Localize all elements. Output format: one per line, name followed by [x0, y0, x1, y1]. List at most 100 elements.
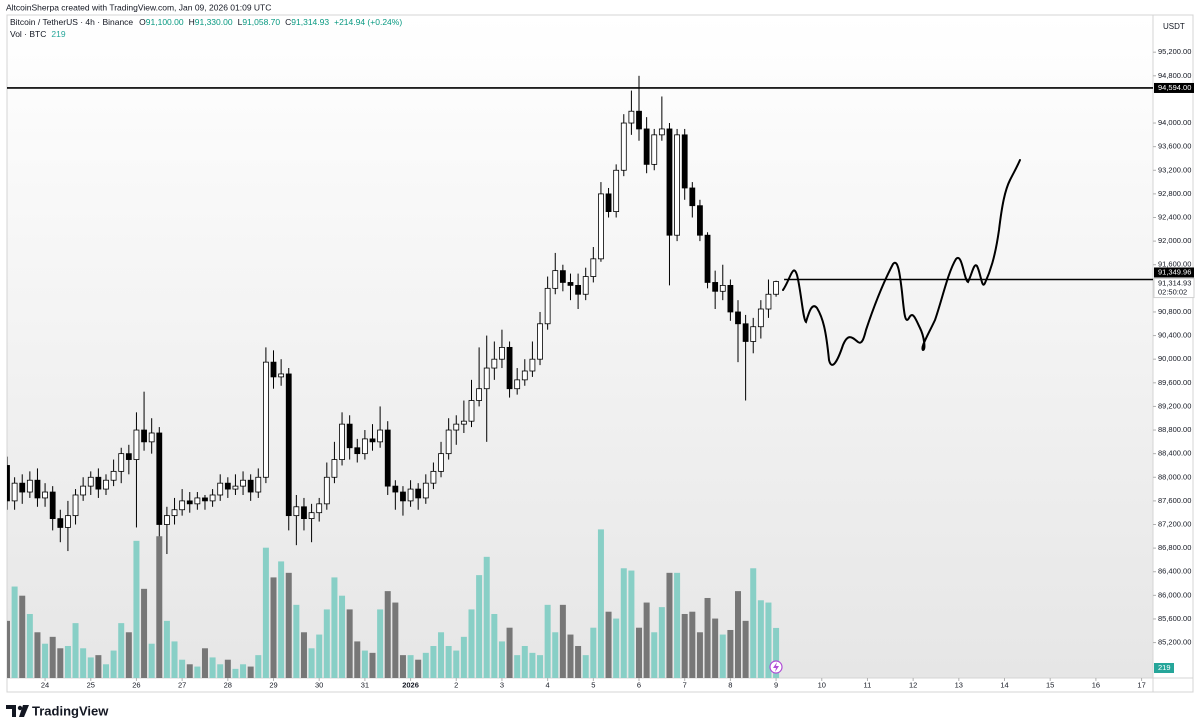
- volume-bar: [361, 650, 368, 678]
- y-tick-label: 93,600.00: [1158, 142, 1191, 151]
- volume-layer: [7, 529, 780, 678]
- currency: USDT: [1163, 22, 1185, 31]
- candle-body: [537, 323, 543, 360]
- x-tick-label: 28: [224, 680, 232, 689]
- y-tick-label: 88,800.00: [1158, 425, 1191, 434]
- footer-logo: TradingView: [6, 703, 109, 718]
- volume-bar: [26, 613, 33, 678]
- candle-body: [605, 193, 612, 212]
- logo-mark: [6, 705, 16, 717]
- volume-bar: [316, 634, 323, 678]
- volume-bar: [750, 568, 757, 678]
- candle-body: [7, 465, 10, 502]
- candle-body: [491, 358, 498, 369]
- candle-body: [72, 494, 79, 517]
- volume-bar: [597, 529, 604, 678]
- y-tick-label: 86,000.00: [1158, 590, 1191, 599]
- y-tick-label: 88,000.00: [1158, 472, 1191, 481]
- candle-body: [202, 497, 208, 502]
- volume-axis-box: [1154, 663, 1174, 673]
- volume-bar: [613, 618, 620, 678]
- volume-bar: [727, 629, 734, 678]
- plot-background: [7, 15, 1153, 678]
- candle-body: [552, 270, 559, 289]
- x-tick-label: 14: [1000, 680, 1008, 689]
- candle-body: [247, 479, 254, 493]
- candle-body: [704, 234, 711, 283]
- candle-body: [689, 187, 696, 207]
- candle-body: [118, 453, 125, 472]
- volume-bar: [118, 623, 125, 678]
- volume-bar: [125, 632, 132, 678]
- candle-body: [262, 361, 269, 478]
- volume-bar: [773, 627, 780, 678]
- candle-body: [735, 311, 741, 325]
- x-tick-label: 27: [178, 680, 186, 689]
- candle-body: [323, 476, 330, 505]
- candle-body: [590, 258, 597, 277]
- candle-body: [65, 515, 71, 528]
- volume-bar: [430, 645, 437, 678]
- candle-body: [285, 373, 292, 517]
- candle-body: [681, 134, 688, 189]
- volume-bar: [681, 613, 688, 678]
- x-tick-label: 2: [454, 680, 458, 689]
- volume-bar: [765, 602, 772, 678]
- volume-bar: [285, 572, 292, 678]
- y-tick-label: 87,200.00: [1158, 519, 1191, 528]
- volume-bar: [7, 620, 10, 678]
- y-tick-label: 92,800.00: [1158, 189, 1191, 198]
- candle-body: [651, 134, 658, 165]
- axis-layer: 85,200.00 85,600.00 86,000.00 86,400.00 86,8…: [41, 47, 1191, 689]
- volume-bar: [247, 666, 254, 678]
- candle-body: [697, 205, 703, 236]
- volume-bar: [719, 634, 726, 678]
- y-tick-label: 93,200.00: [1158, 165, 1191, 174]
- candle-body: [765, 293, 772, 310]
- volume-bar: [80, 648, 87, 678]
- volume-bar: [498, 641, 505, 678]
- volume-bar: [529, 652, 536, 678]
- y-tick-label: 95,200.00: [1158, 47, 1191, 56]
- volume-bar: [217, 664, 224, 678]
- volume-bar: [392, 602, 399, 678]
- volume-bar: [323, 609, 330, 678]
- candle-body: [757, 308, 764, 328]
- candle-body: [529, 358, 536, 372]
- x-tick-label: 17: [1137, 680, 1145, 689]
- volume-bar: [384, 591, 391, 678]
- x-tick-label: 4: [546, 680, 550, 689]
- volume-bar: [438, 632, 445, 678]
- volume-bar: [224, 659, 231, 678]
- countdown: 02:50:02: [1158, 288, 1187, 297]
- event-icon-bolt: [773, 662, 779, 672]
- volume-bar: [339, 595, 346, 678]
- footer-brand: TradingView: [32, 703, 109, 718]
- volume-bar: [651, 632, 658, 678]
- y-tick-label: 89,600.00: [1158, 378, 1191, 387]
- ohlc-key: C: [285, 17, 291, 27]
- candle-body: [628, 110, 635, 124]
- candle-body: [103, 479, 109, 490]
- volume-bar: [148, 643, 155, 678]
- volume-bar: [186, 664, 193, 678]
- volume-bar: [636, 627, 643, 678]
- x-tick-label: 12: [909, 680, 917, 689]
- x-tick-label: 5: [591, 680, 595, 689]
- y-tick-label: 89,200.00: [1158, 401, 1191, 410]
- y-tick-label: 91,600.00: [1158, 260, 1191, 269]
- candle-body: [460, 420, 467, 425]
- candle-body: [430, 470, 437, 484]
- candle-body: [217, 482, 224, 496]
- volume-bar: [300, 632, 307, 678]
- volume-bar: [476, 575, 483, 678]
- symbol-legend: Bitcoin / TetherUS · 4h · Binance O91,100…: [10, 17, 402, 27]
- volume-bar: [757, 600, 764, 678]
- candle-body: [361, 438, 368, 455]
- candle-body: [384, 429, 391, 487]
- volume-bar: [590, 627, 597, 678]
- candle-body: [514, 379, 521, 390]
- volume-bar: [537, 655, 544, 678]
